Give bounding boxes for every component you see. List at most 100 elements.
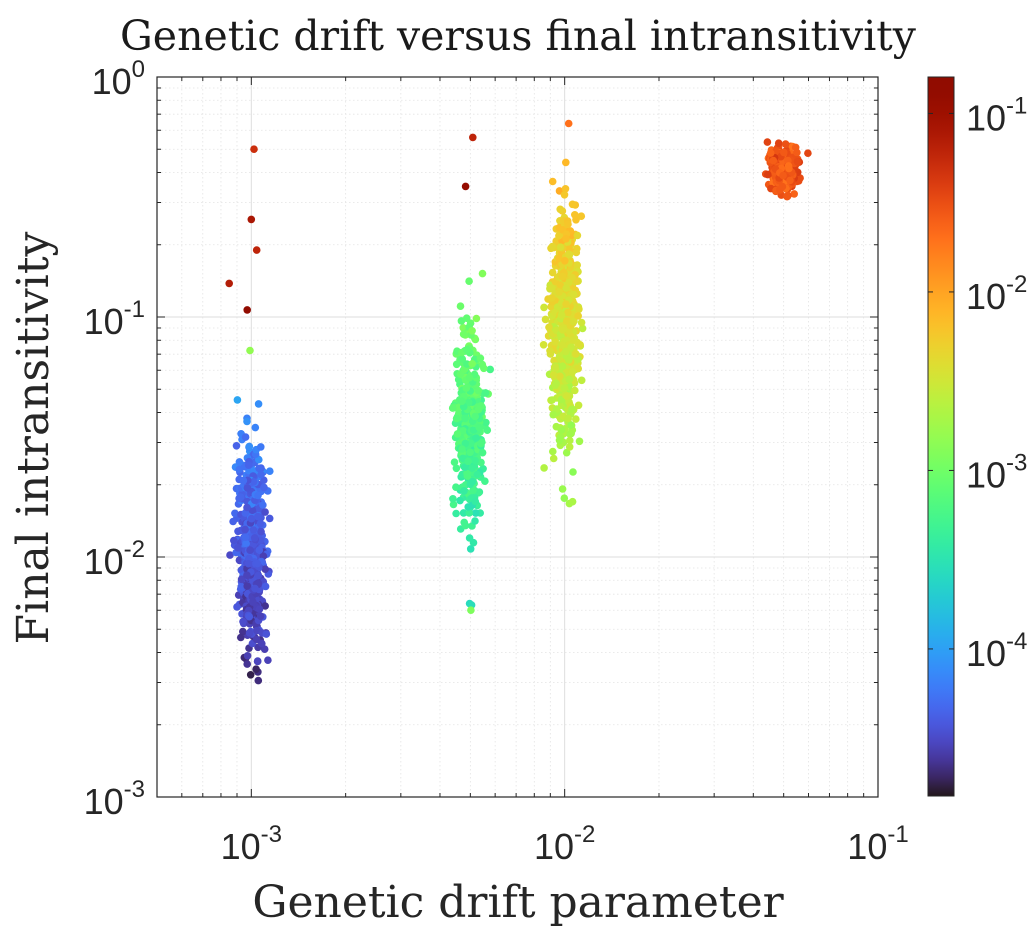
data-point <box>575 437 584 446</box>
data-point <box>549 447 557 456</box>
data-point <box>460 518 469 527</box>
data-point <box>567 343 575 352</box>
data-point <box>254 571 263 580</box>
data-point <box>250 534 259 542</box>
data-point <box>774 139 783 147</box>
data-point <box>265 514 274 523</box>
data-point <box>564 308 572 317</box>
data-point <box>239 476 248 485</box>
data-point <box>264 656 272 664</box>
data-point <box>257 527 265 536</box>
data-point <box>560 191 569 199</box>
data-point <box>246 546 254 554</box>
data-point <box>255 605 264 613</box>
data-point <box>578 324 587 333</box>
x-axis-label: Genetic drift parameter <box>252 877 784 926</box>
data-point <box>548 242 557 251</box>
data-point <box>778 182 787 191</box>
data-point <box>552 405 561 413</box>
data-point <box>226 551 234 559</box>
data-point <box>247 514 256 523</box>
data-point <box>244 461 253 470</box>
data-point <box>266 467 274 476</box>
data-point <box>476 354 485 363</box>
data-point <box>474 386 483 395</box>
data-point <box>459 427 468 435</box>
data-point <box>573 231 582 240</box>
data-point <box>260 483 268 492</box>
data-point <box>558 341 567 350</box>
data-point <box>785 164 793 173</box>
data-point <box>453 430 462 438</box>
data-point <box>471 456 479 465</box>
data-point <box>241 525 249 534</box>
data-point <box>468 360 477 368</box>
data-point <box>565 375 573 384</box>
data-point <box>246 671 255 679</box>
data-point <box>449 500 458 509</box>
x-tick-label: 10-2 <box>534 821 595 867</box>
data-point <box>261 602 270 610</box>
data-point <box>462 384 471 392</box>
data-point <box>461 182 470 191</box>
data-point <box>477 458 485 467</box>
data-point <box>239 627 247 636</box>
data-point <box>231 509 239 518</box>
data-point <box>452 360 461 369</box>
data-point <box>450 458 459 467</box>
data-point <box>786 176 794 185</box>
data-point <box>564 250 573 258</box>
data-point <box>483 426 492 435</box>
data-point <box>568 367 577 376</box>
data-point <box>229 517 237 526</box>
data-point <box>458 445 466 453</box>
data-point <box>452 414 461 423</box>
data-point <box>233 396 242 404</box>
data-point <box>552 379 560 388</box>
data-point <box>539 341 548 349</box>
data-point <box>557 311 566 319</box>
data-point <box>562 448 571 457</box>
data-point <box>568 200 577 209</box>
colorbar-ticks: 10-4 10-3 10-2 10-1 <box>928 92 1027 674</box>
data-point <box>562 300 570 309</box>
data-point <box>463 469 471 477</box>
data-point <box>567 421 575 430</box>
data-point <box>247 215 256 224</box>
data-point <box>577 376 586 385</box>
data-point <box>554 254 563 263</box>
data-point <box>253 512 262 521</box>
data-point <box>555 231 563 240</box>
data-point <box>564 119 573 128</box>
data-point <box>241 433 250 441</box>
data-point <box>456 496 464 505</box>
data-point <box>548 177 557 186</box>
data-point <box>574 364 582 373</box>
data-point <box>257 443 265 451</box>
data-point <box>540 464 548 472</box>
data-point <box>465 373 474 382</box>
data-point <box>562 158 570 167</box>
data-point <box>255 546 264 554</box>
data-point <box>780 148 788 157</box>
data-point <box>256 612 265 620</box>
data-point <box>250 145 258 153</box>
axes <box>156 76 879 798</box>
data-point <box>561 257 569 265</box>
data-point <box>552 422 561 431</box>
data-point <box>456 302 465 311</box>
data-point <box>465 509 474 517</box>
data-point <box>783 192 791 201</box>
data-point <box>252 635 261 644</box>
data-point <box>249 598 257 606</box>
data-point <box>257 470 265 479</box>
data-point <box>458 355 467 363</box>
data-point <box>478 448 487 457</box>
data-point <box>252 246 261 254</box>
data-point <box>473 470 482 479</box>
data-point <box>468 477 477 486</box>
data-point <box>566 436 574 445</box>
colorbar-tick-label: 10-3 <box>966 449 1027 495</box>
data-point <box>562 235 570 243</box>
data-point <box>255 464 263 473</box>
